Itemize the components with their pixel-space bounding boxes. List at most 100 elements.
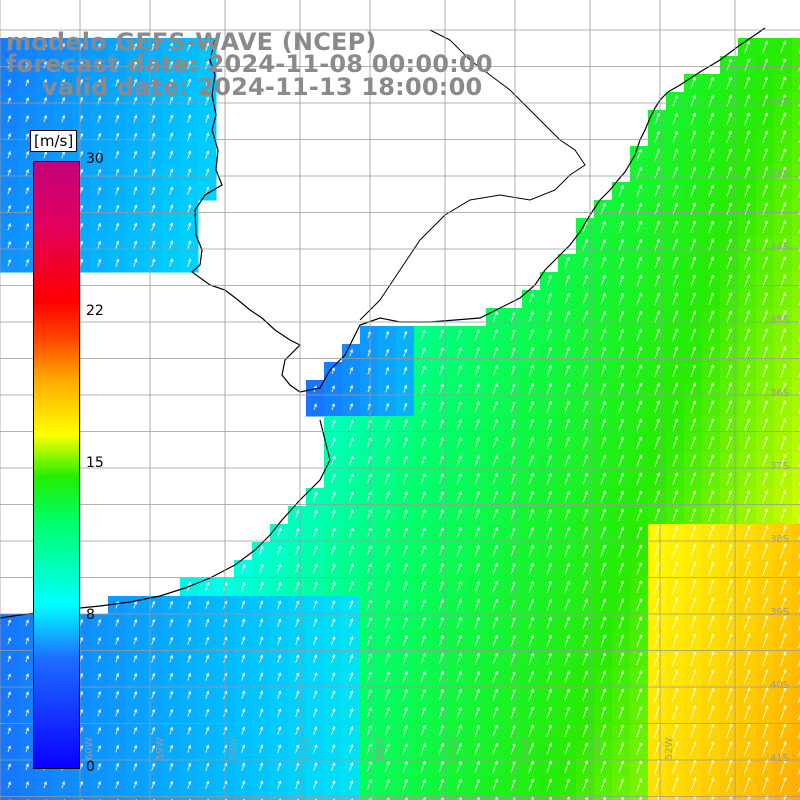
- wind-arrow: [708, 256, 714, 269]
- wind-arrow: [115, 186, 120, 195]
- wind-arrow: [169, 618, 174, 627]
- forecast-date: forecast date: 2024-11-08 00:00:00: [6, 50, 493, 78]
- wind-arrow: [528, 580, 534, 593]
- wind-arrow: [744, 400, 751, 414]
- wind-arrow: [726, 292, 732, 306]
- wind-arrow: [61, 60, 66, 69]
- wind-arrow: [384, 419, 390, 430]
- wind-arrow: [151, 618, 156, 627]
- wind-cell: [18, 794, 37, 800]
- wind-arrow: [600, 724, 606, 738]
- wind-arrow: [258, 563, 264, 574]
- wind-arrow: [546, 310, 552, 323]
- wind-arrow: [528, 742, 534, 755]
- wind-arrow: [744, 184, 750, 197]
- wind-arrow: [762, 112, 768, 125]
- wind-arrow: [797, 786, 800, 793]
- wind-arrow: [25, 186, 30, 195]
- wind-arrow: [420, 635, 426, 647]
- wind-arrow: [744, 777, 751, 793]
- wind-arrow: [762, 705, 769, 721]
- wind-arrow: [348, 455, 354, 466]
- wind-arrow: [7, 204, 11, 213]
- wind-arrow: [187, 78, 192, 87]
- wind-arrow: [546, 670, 552, 683]
- wind-arrow: [690, 184, 696, 197]
- wind-arrow: [97, 744, 102, 753]
- wind-arrow: [205, 618, 210, 627]
- latitude-label: 33S: [770, 169, 789, 180]
- wind-arrow: [349, 654, 354, 664]
- wind-arrow: [636, 562, 642, 576]
- wind-arrow: [762, 561, 769, 577]
- wind-arrow: [546, 275, 552, 287]
- wind-arrow: [420, 778, 426, 791]
- wind-arrow: [780, 40, 786, 53]
- wind-arrow: [528, 508, 534, 521]
- wind-arrow: [169, 708, 174, 717]
- wind-arrow: [312, 581, 318, 592]
- wind-arrow: [672, 220, 678, 233]
- wind-arrow: [582, 544, 588, 557]
- wind-arrow: [384, 671, 390, 683]
- wind-arrow: [169, 186, 174, 195]
- wind-arrow: [780, 453, 787, 468]
- wind-arrow: [384, 743, 390, 755]
- wind-arrow: [402, 509, 408, 521]
- wind-arrow: [762, 436, 769, 450]
- wind-arrow: [133, 618, 138, 627]
- wind-arrow: [726, 76, 732, 89]
- wind-arrow: [600, 256, 606, 269]
- wind-arrow: [7, 709, 11, 717]
- wind-arrow: [636, 166, 642, 179]
- wind-arrow: [762, 777, 769, 793]
- wind-arrow: [672, 256, 678, 269]
- wind-arrow: [474, 473, 480, 485]
- wind-arrow: [744, 687, 751, 703]
- wind-arrow: [187, 150, 192, 159]
- wind-arrow: [726, 597, 733, 613]
- wind-arrow: [600, 364, 606, 377]
- wind-arrow: [726, 184, 732, 197]
- wind-arrow: [636, 526, 642, 539]
- wind-arrow: [582, 418, 588, 431]
- wind-arrow: [690, 310, 696, 323]
- wind-arrow: [693, 795, 697, 800]
- wind-arrow: [384, 509, 390, 521]
- wind-arrow: [582, 778, 588, 792]
- wind-cell: [792, 344, 800, 363]
- wind-arrow: [205, 744, 210, 753]
- wind-arrow: [313, 690, 318, 700]
- wind-arrow: [133, 762, 138, 771]
- wind-arrow: [672, 112, 678, 125]
- wind-arrow: [690, 597, 697, 612]
- wind-arrow: [798, 426, 800, 432]
- wind-arrow: [402, 491, 408, 503]
- wind-cell: [666, 794, 685, 800]
- wind-arrow: [278, 798, 281, 800]
- wind-arrow: [780, 669, 787, 685]
- wind-arrow: [25, 115, 29, 123]
- wind-arrow: [762, 202, 768, 216]
- wind-arrow: [780, 507, 787, 522]
- wind-arrow: [618, 598, 624, 611]
- wind-arrow: [582, 238, 588, 251]
- wind-arrow: [618, 292, 624, 305]
- wind-arrow: [654, 382, 660, 395]
- wind-arrow: [331, 672, 336, 682]
- wind-arrow: [97, 726, 102, 735]
- wind-arrow: [744, 166, 750, 179]
- wind-arrow: [798, 678, 800, 685]
- wind-arrow: [438, 527, 444, 539]
- wind-cell: [270, 794, 289, 800]
- wind-arrow: [295, 600, 300, 610]
- wind-arrow: [564, 688, 570, 701]
- wind-arrow: [403, 366, 408, 375]
- wind-arrow: [582, 310, 588, 323]
- wind-arrow: [600, 670, 606, 683]
- wind-arrow: [294, 563, 300, 574]
- wind-arrow: [690, 777, 697, 793]
- wind-cell: [36, 794, 55, 800]
- wind-arrow: [636, 688, 642, 702]
